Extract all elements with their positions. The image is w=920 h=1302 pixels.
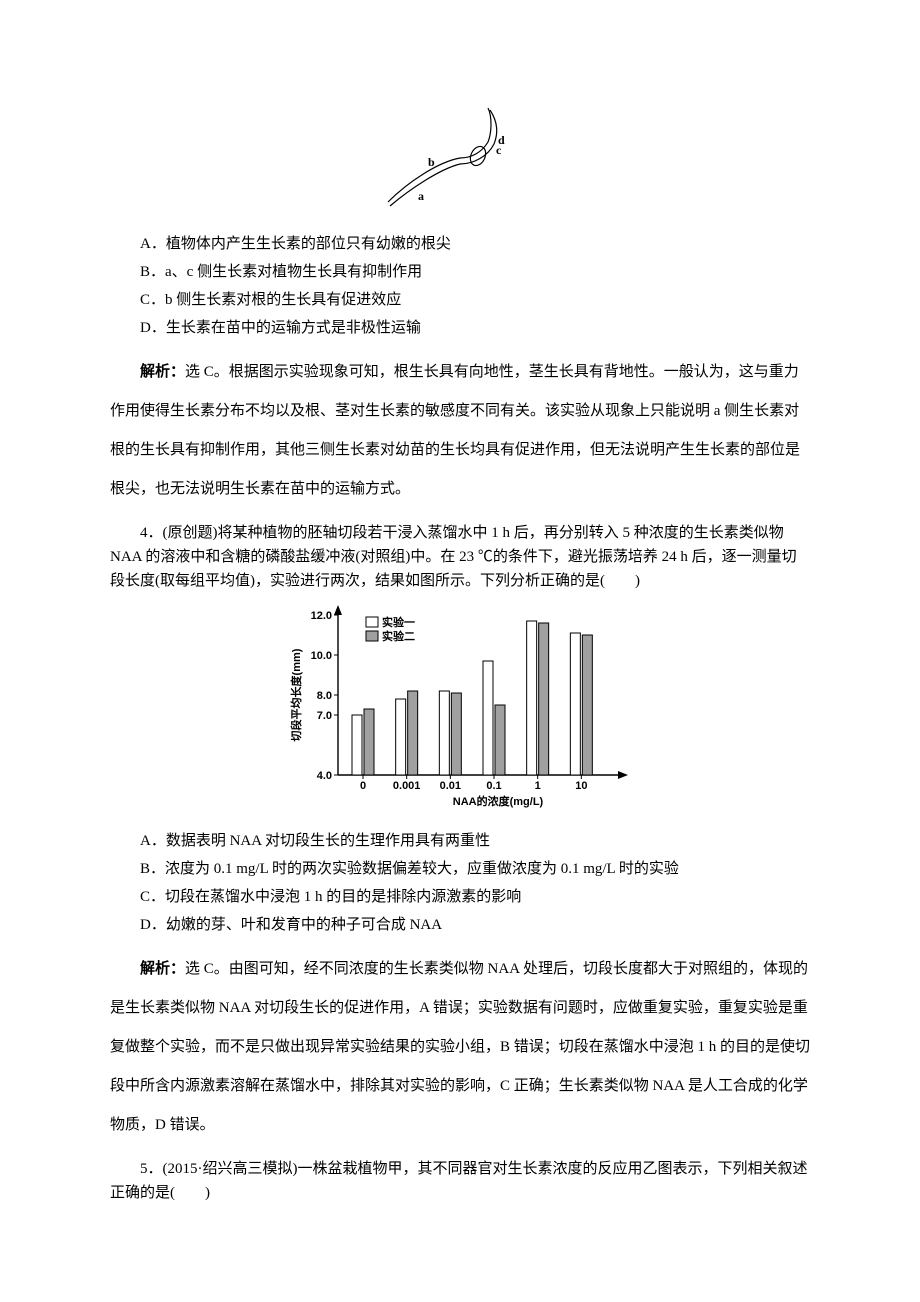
q4-option-c: C．切段在蒸馏水中浸泡 1 h 的目的是排除内源激素的影响 [140,885,810,909]
svg-text:10.0: 10.0 [311,650,332,662]
q4-explain-label: 解析： [140,960,185,977]
q4-option-a: A．数据表明 NAA 对切段生长的生理作用具有两重性 [140,829,810,853]
q3-options: A．植物体内产生生长素的部位只有幼嫩的根尖 B．a、c 侧生长素对植物生长具有抑… [140,232,810,340]
figure-seedling: a b c d [110,104,810,222]
q3-explain-label: 解析： [140,363,185,380]
q3-option-c: C．b 侧生长素对根的生长具有促进效应 [140,288,810,312]
svg-text:0.1: 0.1 [486,780,501,792]
svg-text:4.0: 4.0 [317,770,332,782]
page-content: a b c d A．植物体内产生生长素的部位只有幼嫩的根尖 B．a、c 侧生长素… [0,0,920,1302]
q4-option-b: B．浓度为 0.1 mg/L 时的两次实验数据偏差较大，应重做浓度为 0.1 m… [140,857,810,881]
q3-option-b: B．a、c 侧生长素对植物生长具有抑制作用 [140,260,810,284]
q4-chart: 4.0 7.0 8.0 10.0 12.0 切段平均长度(mm) 0 0.001 0.01 0.1… [110,603,810,819]
q4-option-d: D．幼嫩的芽、叶和发育中的种子可合成 NAA [140,913,810,937]
q3-explanation: 解析：选 C。根据图示实验现象可知，根生长具有向地性，茎生长具有背地性。一般认为… [110,352,810,509]
q4-options: A．数据表明 NAA 对切段生长的生理作用具有两重性 B．浓度为 0.1 mg/… [140,829,810,937]
svg-text:实验一: 实验一 [382,615,415,629]
q3-option-d: D．生长素在苗中的运输方式是非极性运输 [140,316,810,340]
label-b: b [428,155,435,169]
svg-text:1: 1 [535,780,541,792]
label-a: a [418,189,424,203]
q3-explain-body: 选 C。根据图示实验现象可知，根生长具有向地性，茎生长具有背地性。一般认为，这与… [110,364,800,497]
svg-text:0: 0 [360,780,366,792]
svg-text:0.01: 0.01 [440,780,461,792]
svg-text:NAA的浓度(mg/L): NAA的浓度(mg/L) [453,794,544,808]
seedling-svg: a b c d [370,104,550,214]
q4-explain-body: 选 C。由图可知，经不同浓度的生长素类似物 NAA 处理后，切段长度都大于对照组… [110,961,810,1133]
label-d: d [498,133,505,147]
svg-text:实验二: 实验二 [382,629,415,643]
svg-text:12.0: 12.0 [311,610,332,622]
svg-text:8.0: 8.0 [317,690,332,702]
svg-text:切段平均长度(mm): 切段平均长度(mm) [289,648,303,741]
q5-stem: 5．(2015·绍兴高三模拟)一株盆栽植物甲，其不同器官对生长素浓度的反应用乙图… [110,1157,810,1205]
q4-explanation: 解析：选 C。由图可知，经不同浓度的生长素类似物 NAA 处理后，切段长度都大于… [110,949,810,1145]
q4-stem: 4．(原创题)将某种植物的胚轴切段若干浸入蒸馏水中 1 h 后，再分别转入 5 … [110,521,810,593]
svg-text:0.001: 0.001 [393,780,421,792]
svg-text:10: 10 [575,780,587,792]
bar-chart-svg: 4.0 7.0 8.0 10.0 12.0 切段平均长度(mm) 0 0.001 0.01 0.1… [282,603,638,811]
svg-text:7.0: 7.0 [317,710,332,722]
q3-option-a: A．植物体内产生生长素的部位只有幼嫩的根尖 [140,232,810,256]
